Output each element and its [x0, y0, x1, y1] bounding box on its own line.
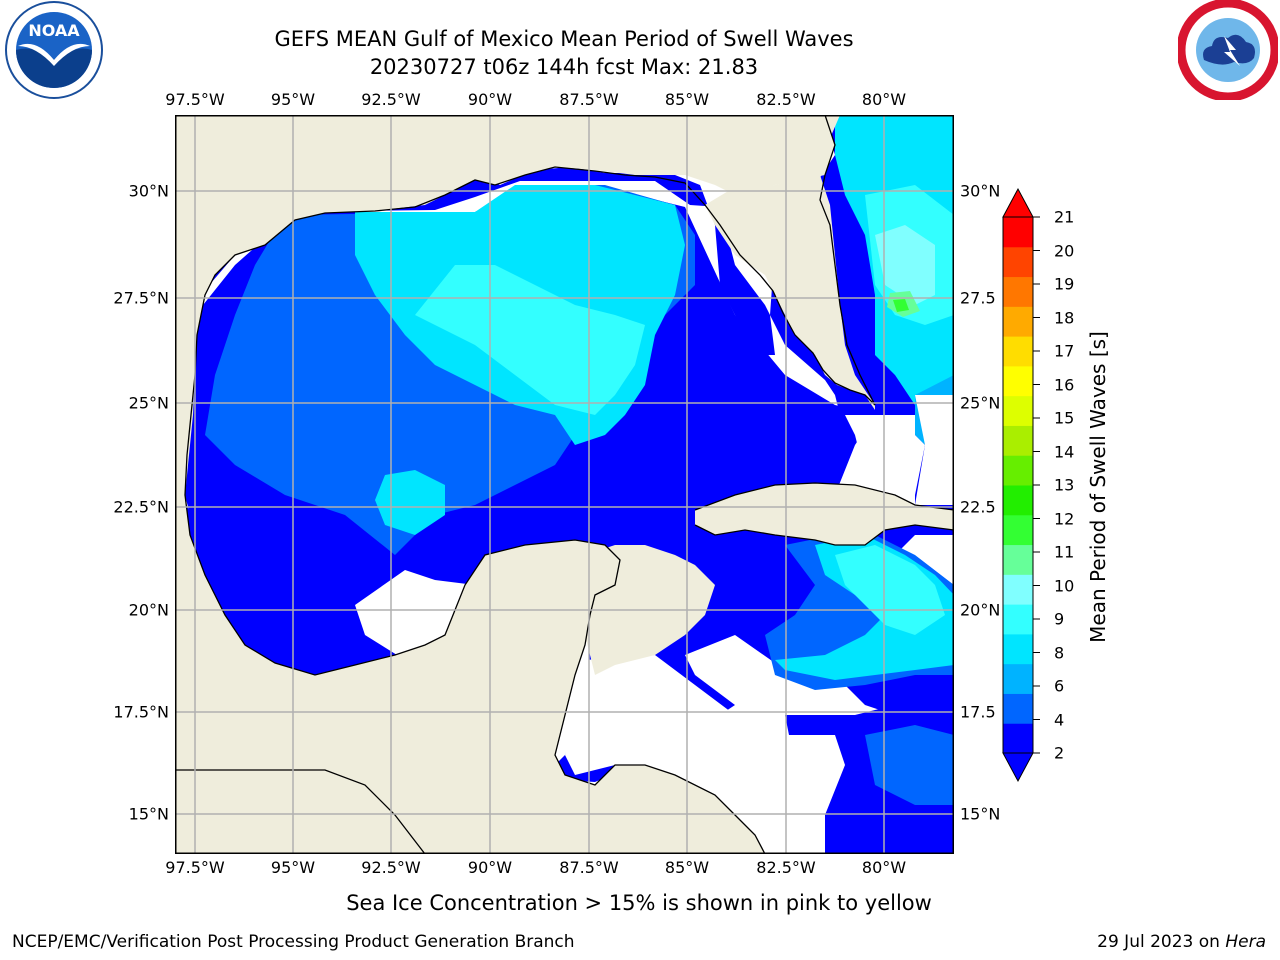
- colorbar-segment: [1003, 365, 1033, 397]
- colorbar-max-extend: [1002, 187, 1034, 218]
- lon-tick-bottom: 92.5°W: [361, 858, 421, 877]
- colorbar-tick-label: 13: [1054, 475, 1075, 495]
- lon-tick-top: 92.5°W: [361, 90, 421, 109]
- lat-tick-left: 15°N: [128, 804, 169, 824]
- lat-tick-left: 20°N: [128, 600, 169, 620]
- date-text: 29 Jul 2023 on: [1097, 932, 1220, 952]
- machine-name: Hera: [1225, 932, 1266, 952]
- date-stamp: 29 Jul 2023 on Hera: [1097, 932, 1266, 952]
- colorbar-tick-label: 21: [1054, 207, 1075, 227]
- lon-tick-bottom: 85°W: [664, 858, 710, 877]
- lat-tick-left: 17.5°N: [113, 702, 169, 722]
- colorbar-tick-label: 16: [1054, 375, 1075, 394]
- colorbar-segment: [1003, 633, 1033, 665]
- colorbar-segment: [1003, 217, 1033, 248]
- colorbar-tick-label: 18: [1054, 308, 1075, 327]
- colorbar-tick-label: 9: [1054, 609, 1065, 629]
- colorbar-segment: [1003, 246, 1033, 278]
- lon-tick-top: 80°W: [861, 90, 907, 109]
- lon-tick-top: 90°W: [467, 90, 513, 109]
- colorbar-segment: [1003, 723, 1033, 754]
- lat-tick-right: 22.5: [960, 497, 996, 517]
- colorbar-segment: [1003, 693, 1033, 724]
- lon-tick-top: 85°W: [664, 90, 710, 109]
- lon-tick-top: 97.5°W: [165, 90, 225, 109]
- lon-tick-bottom: 80°W: [861, 858, 907, 877]
- lon-tick-bottom: 95°W: [270, 858, 316, 877]
- lon-tick-top: 82.5°W: [756, 90, 816, 109]
- colorbar-tick-label: 17: [1054, 341, 1075, 361]
- colorbar-segment: [1003, 514, 1033, 546]
- lon-tick-bottom: 97.5°W: [165, 858, 225, 877]
- colorbar-tick-label: 6: [1054, 676, 1065, 696]
- colorbar-segment: [1003, 425, 1033, 456]
- credit-line: NCEP/EMC/Verification Post Processing Pr…: [12, 932, 575, 952]
- colorbar-tick-label: 12: [1054, 509, 1075, 528]
- map-title: GEFS MEAN Gulf of Mexico Mean Period of …: [274, 27, 854, 51]
- colorbar-segment: [1003, 276, 1033, 307]
- colorbar-tick-label: 11: [1054, 542, 1075, 562]
- colorbar-tick-label: 15: [1054, 408, 1075, 428]
- swell-period-map: [175, 115, 954, 854]
- graticule: [175, 115, 954, 854]
- colorbar-tick-label: 2: [1054, 743, 1065, 763]
- colorbar-segment: [1003, 574, 1033, 605]
- lat-tick-left: 27.5°N: [113, 288, 169, 308]
- coastlines: [175, 115, 954, 854]
- colorbar-segment: [1003, 544, 1033, 575]
- lon-tick-bottom: 87.5°W: [559, 858, 619, 877]
- colorbar-tick-label: 14: [1054, 442, 1075, 461]
- sea-ice-note: Sea Ice Concentration > 15% is shown in …: [346, 891, 932, 915]
- lat-tick-left: 22.5°N: [113, 497, 169, 517]
- colorbar-segment: [1003, 336, 1033, 367]
- colorbar-tick-label: 4: [1054, 710, 1065, 729]
- lat-tick-right: 20°N: [960, 600, 1001, 620]
- lat-tick-left: 25°N: [128, 393, 169, 413]
- lon-tick-top: 87.5°W: [559, 90, 619, 109]
- colorbar-segment: [1003, 306, 1033, 337]
- lon-tick-top: 95°W: [270, 90, 316, 109]
- colorbar-min-extend: [1002, 752, 1034, 783]
- lat-tick-right: 27.5: [960, 288, 996, 308]
- colorbar-segment: [1003, 485, 1033, 516]
- colorbar-tick-label: 20: [1054, 241, 1075, 260]
- nws-storm-cloud-icon: [1178, 0, 1278, 100]
- colorbar: [1002, 187, 1040, 783]
- colorbar-segment: [1003, 663, 1033, 694]
- colorbar-segment: [1003, 604, 1033, 635]
- colorbar-segment: [1003, 395, 1033, 426]
- noaa-logo-text: NOAA: [28, 21, 80, 40]
- lat-tick-left: 30°N: [128, 181, 169, 201]
- lat-tick-right: 17.5: [960, 702, 996, 722]
- lat-tick-right: 25°N: [960, 393, 1001, 413]
- colorbar-tick-label: 19: [1054, 274, 1075, 294]
- lon-tick-bottom: 82.5°W: [756, 858, 816, 877]
- colorbar-tick-label: 10: [1054, 576, 1075, 595]
- lon-tick-bottom: 90°W: [467, 858, 513, 877]
- colorbar-segment: [1003, 455, 1033, 486]
- map-subtitle: 20230727 t06z 144h fcst Max: 21.83: [369, 55, 759, 79]
- noaa-seagull-icon: NOAA: [5, 1, 103, 99]
- map-border: [175, 115, 954, 854]
- colorbar-title: Mean Period of Swell Waves [s]: [1086, 331, 1110, 643]
- lat-tick-right: 30°N: [960, 181, 1001, 201]
- colorbar-tick-label: 8: [1054, 643, 1065, 662]
- lat-tick-right: 15°N: [960, 804, 1001, 824]
